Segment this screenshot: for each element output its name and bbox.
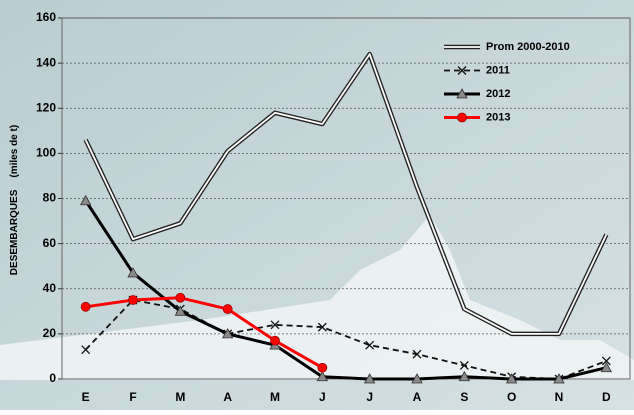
series-line bbox=[85, 299, 607, 380]
y-axis-title: DESEMBARQUES bbox=[9, 189, 20, 275]
marker bbox=[222, 304, 233, 314]
y-tick-label: 120 bbox=[36, 100, 56, 114]
marker bbox=[270, 335, 280, 346]
x-tick-label: J bbox=[366, 390, 373, 404]
y-tick-label: 140 bbox=[36, 55, 56, 69]
y-tick-label: 160 bbox=[36, 10, 56, 24]
marker bbox=[363, 373, 376, 384]
x-tick-label: N bbox=[555, 390, 564, 404]
y-axis-unit: (miles de t) bbox=[9, 125, 20, 178]
y-tick-label: 80 bbox=[43, 191, 57, 205]
series-line bbox=[85, 296, 324, 370]
x-tick-label: S bbox=[460, 390, 468, 404]
marker bbox=[80, 301, 91, 312]
marker bbox=[600, 361, 613, 373]
marker bbox=[81, 345, 91, 355]
marker bbox=[317, 322, 327, 332]
marker bbox=[221, 328, 234, 339]
x-tick-label: D bbox=[602, 390, 611, 404]
marker bbox=[317, 362, 328, 373]
marker bbox=[458, 370, 471, 382]
legend-label: 2012 bbox=[486, 88, 510, 100]
legend-label: Prom 2000-2010 bbox=[486, 41, 570, 53]
background-shape bbox=[0, 215, 634, 380]
x-tick-label: A bbox=[223, 390, 232, 404]
marker bbox=[553, 373, 565, 384]
y-tick-label: 100 bbox=[36, 146, 56, 160]
marker bbox=[457, 66, 467, 75]
marker bbox=[412, 349, 422, 359]
marker bbox=[411, 373, 423, 384]
marker bbox=[365, 340, 375, 350]
x-tick-label: O bbox=[507, 390, 516, 404]
x-tick-label: M bbox=[270, 390, 280, 404]
x-tick-label: M bbox=[175, 390, 185, 404]
x-tick-label: A bbox=[413, 390, 422, 404]
marker bbox=[174, 305, 187, 316]
marker bbox=[270, 320, 280, 330]
marker bbox=[79, 194, 92, 206]
marker bbox=[175, 292, 186, 303]
marker bbox=[459, 361, 469, 370]
marker bbox=[128, 295, 138, 305]
x-tick-label: F bbox=[129, 390, 136, 404]
marker bbox=[456, 88, 468, 99]
y-tick-label: 40 bbox=[43, 281, 57, 295]
marker bbox=[127, 267, 139, 278]
y-tick-label: 0 bbox=[49, 371, 56, 385]
marker bbox=[316, 370, 329, 382]
y-tick-label: 20 bbox=[43, 326, 57, 340]
y-tick-label: 60 bbox=[43, 236, 57, 250]
legend-label: 2011 bbox=[486, 64, 510, 76]
marker bbox=[457, 112, 467, 123]
series-line bbox=[84, 199, 607, 381]
marker bbox=[601, 356, 611, 366]
x-tick-label: E bbox=[82, 390, 90, 404]
legend-label: 2013 bbox=[486, 111, 510, 123]
marker bbox=[505, 373, 518, 384]
y-axis-label: DESEMBARQUES (miles de t) bbox=[9, 125, 20, 275]
x-tick-label: J bbox=[319, 390, 326, 404]
series-line-inner bbox=[84, 53, 608, 335]
